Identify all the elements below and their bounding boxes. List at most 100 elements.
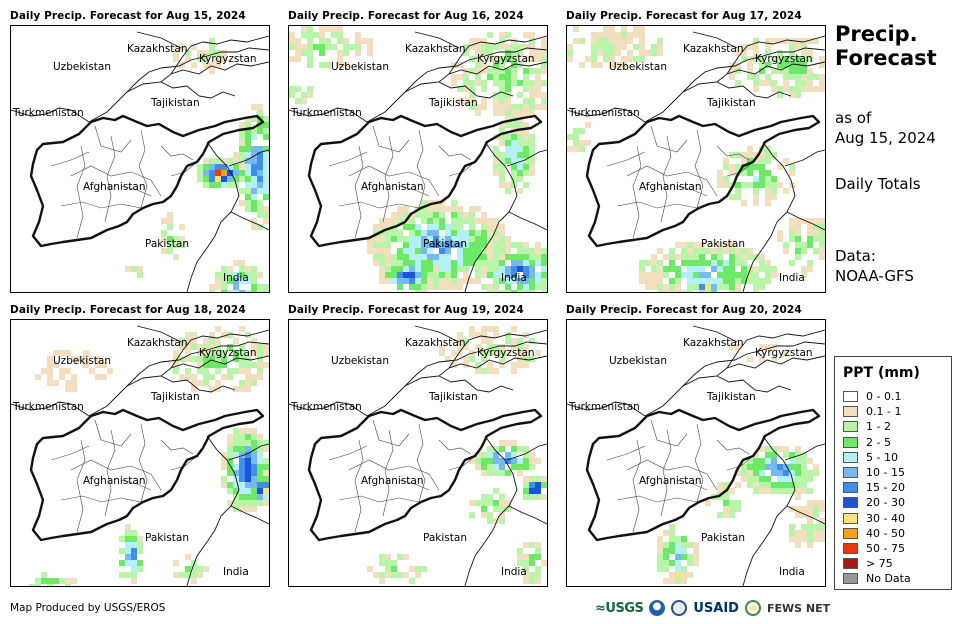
- country-label-pakistan: Pakistan: [145, 532, 189, 544]
- legend-item: 1 - 2: [843, 419, 891, 434]
- noaa-logo-icon: [649, 600, 666, 616]
- legend-label: 1 - 2: [866, 420, 891, 434]
- precip-raster: [29, 326, 269, 586]
- country-label-india: India: [779, 272, 805, 284]
- country-label-pakistan: Pakistan: [701, 238, 745, 250]
- usaid-logo: USAID: [693, 600, 739, 616]
- country-label-kazakhstan: Kazakhstan: [683, 337, 744, 349]
- precip-raster: [289, 26, 547, 292]
- country-borders: [11, 325, 269, 586]
- map-credit: Map Produced by USGS/EROS: [10, 602, 166, 614]
- precip-map: Kazakhstan Uzbekistan Kyrgyzstan Tajikistan…: [288, 25, 548, 293]
- legend-swatch: [843, 512, 858, 524]
- country-label-afghanistan: Afghanistan: [361, 475, 424, 487]
- legend-swatch: [843, 558, 858, 570]
- country-label-afghanistan: Afghanistan: [639, 475, 702, 487]
- country-label-tajikistan: Tajikistan: [706, 97, 756, 109]
- country-label-kyrgyzstan: Kyrgyzstan: [199, 53, 257, 65]
- province-boundaries: [606, 125, 754, 239]
- province-boundaries: [328, 419, 476, 533]
- country-label-kazakhstan: Kazakhstan: [127, 337, 188, 349]
- fews-net-logo: FEWS NET: [766, 601, 831, 615]
- province-boundaries: [50, 125, 198, 239]
- precip-raster: [125, 38, 269, 292]
- data-label: Data:: [835, 247, 876, 265]
- country-label-kazakhstan: Kazakhstan: [405, 337, 466, 349]
- country-label-kyrgyzstan: Kyrgyzstan: [755, 347, 813, 359]
- precip-map: Kazakhstan Uzbekistan Kyrgyzstan Tajikistan…: [566, 25, 826, 293]
- country-label-turkmenistan: Turkmenistan: [12, 401, 84, 413]
- precip-raster: [367, 326, 547, 584]
- map-sidebar: Precip. Forecast as of Aug 15, 2024 Dail…: [835, 22, 965, 285]
- legend-label: 30 - 40: [866, 511, 905, 525]
- country-label-kyrgyzstan: Kyrgyzstan: [199, 347, 257, 359]
- country-label-uzbekistan: Uzbekistan: [53, 355, 111, 367]
- panel-title: Daily Precip. Forecast for Aug 17, 2024: [566, 10, 802, 22]
- legend-title: PPT (mm): [843, 365, 920, 381]
- panel-title: Daily Precip. Forecast for Aug 18, 2024: [10, 304, 246, 316]
- daily-totals-label: Daily Totals: [835, 175, 921, 193]
- legend-swatch: [843, 482, 858, 494]
- legend-item: 40 - 50: [843, 526, 905, 541]
- legend-swatch: [843, 497, 858, 509]
- legend-label: 0.1 - 1: [866, 405, 902, 419]
- legend-swatch: [843, 527, 858, 539]
- country-borders: [289, 325, 547, 586]
- map-canvas: Kazakhstan Uzbekistan Kyrgyzstan Tajikistan…: [567, 26, 825, 292]
- country-label-kazakhstan: Kazakhstan: [127, 43, 188, 55]
- country-label-kazakhstan: Kazakhstan: [405, 43, 466, 55]
- panel-title: Daily Precip. Forecast for Aug 20, 2024: [566, 304, 802, 316]
- panel-title: Daily Precip. Forecast for Aug 16, 2024: [288, 10, 524, 22]
- legend-label: 40 - 50: [866, 526, 905, 540]
- country-label-afghanistan: Afghanistan: [83, 475, 146, 487]
- asof-line1: as of: [835, 109, 872, 127]
- country-label-tajikistan: Tajikistan: [428, 97, 478, 109]
- state-seal-icon: [671, 600, 688, 616]
- country-label-india: India: [223, 566, 249, 578]
- country-label-tajikistan: Tajikistan: [428, 391, 478, 403]
- precip-raster: [567, 26, 825, 292]
- country-label-tajikistan: Tajikistan: [706, 391, 756, 403]
- legend-label: 10 - 15: [866, 466, 905, 479]
- legend-label: 5 - 10: [866, 450, 898, 464]
- legend-item: 0.1 - 1: [843, 404, 901, 419]
- country-label-afghanistan: Afghanistan: [361, 181, 424, 193]
- country-borders: [11, 31, 269, 292]
- asof-date: Aug 15, 2024: [835, 129, 936, 147]
- country-label-kyrgyzstan: Kyrgyzstan: [477, 53, 535, 65]
- country-label-kazakhstan: Kazakhstan: [683, 43, 744, 55]
- country-borders: [289, 31, 547, 292]
- province-boundaries: [50, 419, 198, 533]
- precip-map: Kazakhstan Uzbekistan Kyrgyzstan Tajikistan…: [10, 319, 270, 587]
- legend-label: 2 - 5: [866, 435, 891, 449]
- precip-raster: [657, 344, 825, 584]
- legend-label: 0 - 0.1: [866, 390, 902, 403]
- precip-map: Kazakhstan Uzbekistan Kyrgyzstan Tajikistan…: [10, 25, 270, 293]
- country-label-pakistan: Pakistan: [701, 532, 745, 544]
- country-label-uzbekistan: Uzbekistan: [53, 61, 111, 73]
- country-label-kyrgyzstan: Kyrgyzstan: [477, 347, 535, 359]
- province-boundaries: [606, 419, 754, 533]
- sidebar-title-line1: Precip.: [835, 22, 918, 46]
- legend-item: 0 - 0.1: [843, 389, 901, 404]
- afghanistan-outline: [585, 114, 821, 248]
- map-canvas: Kazakhstan Uzbekistan Kyrgyzstan Tajikistan…: [567, 325, 825, 586]
- afghanistan-outline: [585, 408, 821, 542]
- country-label-pakistan: Pakistan: [423, 532, 467, 544]
- data-source: NOAA-GFS: [835, 267, 914, 285]
- legend-swatch: [843, 451, 858, 463]
- country-label-turkmenistan: Turkmenistan: [290, 107, 362, 119]
- province-boundaries: [328, 125, 476, 239]
- country-label-turkmenistan: Turkmenistan: [568, 107, 640, 119]
- country-label-afghanistan: Afghanistan: [639, 181, 702, 193]
- precip-map: Kazakhstan Uzbekistan Kyrgyzstan Tajikistan…: [288, 319, 548, 587]
- country-borders: [567, 31, 825, 292]
- legend-label: 20 - 30: [866, 496, 905, 510]
- country-label-turkmenistan: Turkmenistan: [12, 107, 84, 119]
- legend-label: 50 - 75: [866, 542, 905, 555]
- legend-swatch: [843, 406, 858, 418]
- legend-label: No Data: [866, 572, 911, 586]
- legend-item: > 75: [843, 556, 893, 571]
- legend-swatch: [843, 573, 858, 585]
